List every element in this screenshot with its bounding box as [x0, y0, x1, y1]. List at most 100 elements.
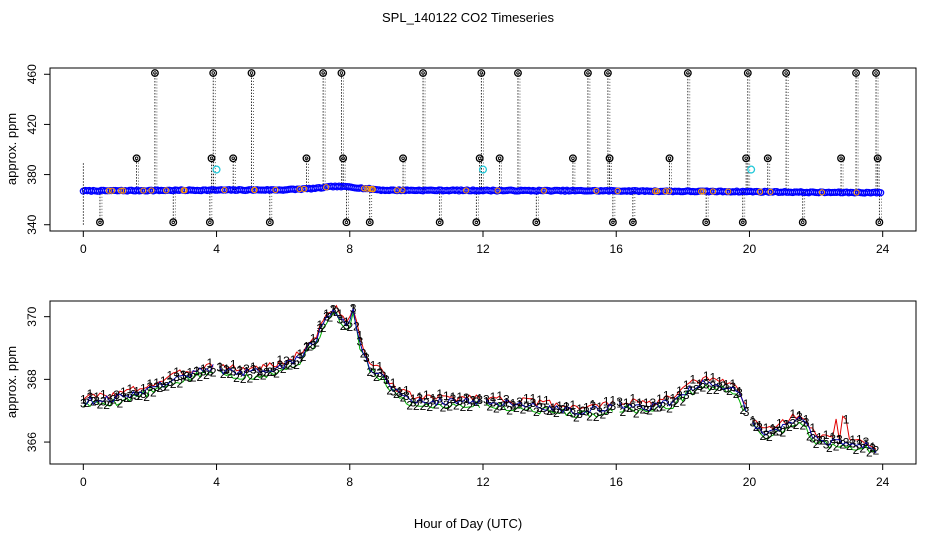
series-3-marker: 3: [403, 389, 410, 403]
series-2-marker: 2: [90, 394, 97, 408]
series-1-marker: 1: [510, 397, 517, 411]
series-2-marker: 2: [320, 321, 327, 335]
low-outlier-point: [608, 218, 617, 227]
baseline-highlight-point: [108, 187, 116, 194]
series-3-marker: 3: [376, 366, 383, 380]
series-1-marker: 1: [100, 388, 107, 402]
baseline-highlight-point: [323, 184, 330, 191]
series-2-marker: 2: [446, 400, 453, 414]
baseline-highlight-point: [853, 189, 860, 196]
series-1-marker: 1: [796, 409, 803, 423]
series-2-marker: 2: [799, 418, 806, 432]
series-2-marker: 2: [686, 383, 693, 397]
series-1-marker: 1: [133, 384, 140, 398]
series-1-marker: 1: [113, 390, 120, 404]
series-1-marker: 1: [343, 315, 350, 329]
series-3-marker: 3: [709, 379, 716, 393]
series-2-marker: 2: [143, 390, 150, 404]
series-2-marker: 2: [866, 445, 873, 459]
series-3-marker: 3: [536, 401, 543, 415]
series-1-marker: 1: [173, 365, 180, 379]
series-3-marker: 3: [590, 399, 597, 413]
series-3-line: [219, 308, 481, 407]
series-3-marker: 3: [863, 435, 870, 449]
baseline-highlight-point: [272, 186, 279, 194]
series-1-marker: 1: [127, 382, 134, 396]
series-2-marker: 2: [233, 371, 240, 385]
series-1-marker: 1: [270, 359, 277, 373]
series-3-marker: 3: [716, 380, 723, 394]
series-3-marker: 3: [843, 435, 850, 449]
baseline-highlight-point: [221, 186, 228, 194]
series-3-marker: 3: [396, 386, 403, 400]
series-1-marker: 1: [530, 392, 537, 406]
series-1-marker: 1: [207, 356, 214, 370]
series-2-marker: 2: [779, 426, 786, 440]
series-1-marker: 1: [763, 421, 770, 435]
series-3-marker: 3: [683, 388, 690, 402]
series-3-marker: 3: [207, 365, 214, 379]
series-3-marker: 3: [743, 405, 750, 419]
series-2-marker: 2: [666, 402, 673, 416]
series-2-marker: 2: [500, 399, 507, 413]
series-2-marker: 2: [586, 410, 593, 424]
baseline-highlight-point: [296, 186, 303, 193]
high-outlier-point: [150, 69, 159, 77]
panel-1: 0 4 8 12 16 20 24 340 380 420 460 approx. ppm: [4, 64, 917, 256]
high-outlier-point: [419, 69, 427, 77]
series-3-marker: 3: [290, 357, 297, 371]
series-3-marker: 3: [200, 365, 207, 379]
high-outlier-core: [516, 71, 520, 75]
series-2-marker: 2: [713, 383, 720, 397]
series-3-marker: 3: [173, 370, 180, 384]
x-tick-label: 8: [346, 475, 353, 489]
series-3-marker: 3: [316, 322, 323, 336]
series-2-marker: 2: [183, 370, 190, 384]
series-2-marker: 2: [766, 430, 773, 444]
high-outlier-point: [337, 69, 346, 77]
high-outlier-core: [586, 71, 590, 75]
series-1-marker: 1: [256, 364, 263, 378]
high-outlier-point: [209, 69, 218, 77]
series-2-marker: 2: [406, 399, 413, 413]
series-3-marker: 3: [796, 410, 803, 424]
high-outlier-core: [854, 71, 858, 75]
series-2-marker: 2: [606, 402, 613, 416]
series-3-marker: 3: [323, 310, 330, 324]
series-1-marker: 1: [423, 388, 430, 402]
series-1-marker: 1: [410, 392, 417, 406]
series-3-marker: 3: [153, 380, 160, 394]
baseline-highlight-point: [140, 187, 147, 194]
series-1-marker: 1: [576, 402, 583, 416]
mid-outlier-core: [766, 156, 770, 161]
mid-outlier-point: [605, 154, 614, 163]
y-tick-label: 366: [25, 432, 39, 452]
series-3-marker: 3: [570, 407, 577, 421]
series-3-marker: 3: [276, 358, 283, 372]
series-1-marker: 1: [769, 422, 776, 436]
x-tick-label: 4: [213, 242, 220, 256]
low-outlier-core: [611, 220, 615, 224]
low-outlier-point: [96, 218, 104, 227]
series-2-marker: 2: [190, 371, 197, 385]
series-1-marker: 1: [396, 385, 403, 399]
series-2-marker: 2: [660, 399, 667, 413]
series-3-marker: 3: [283, 354, 290, 368]
series-3-marker: 3: [93, 394, 100, 408]
low-outlier-point: [169, 218, 178, 227]
series-1-marker: 1: [623, 396, 630, 410]
series-1-marker: 1: [200, 362, 207, 376]
baseline-highlight-point: [698, 188, 705, 195]
series-3-marker: 3: [243, 362, 250, 376]
series-1-marker: 1: [676, 384, 683, 398]
series-3-marker: 3: [350, 302, 357, 316]
series-2-marker: 2: [813, 437, 820, 451]
series-3-marker: 3: [187, 371, 194, 385]
series-1-marker: 1: [87, 387, 94, 401]
series-3-marker: 3: [483, 392, 490, 406]
series-2-marker: 2: [413, 399, 420, 413]
series-3-marker: 3: [250, 363, 257, 377]
panel-1-marks: [79, 69, 885, 227]
series-1-line: [619, 375, 747, 407]
series-2-marker: 2: [733, 387, 740, 401]
